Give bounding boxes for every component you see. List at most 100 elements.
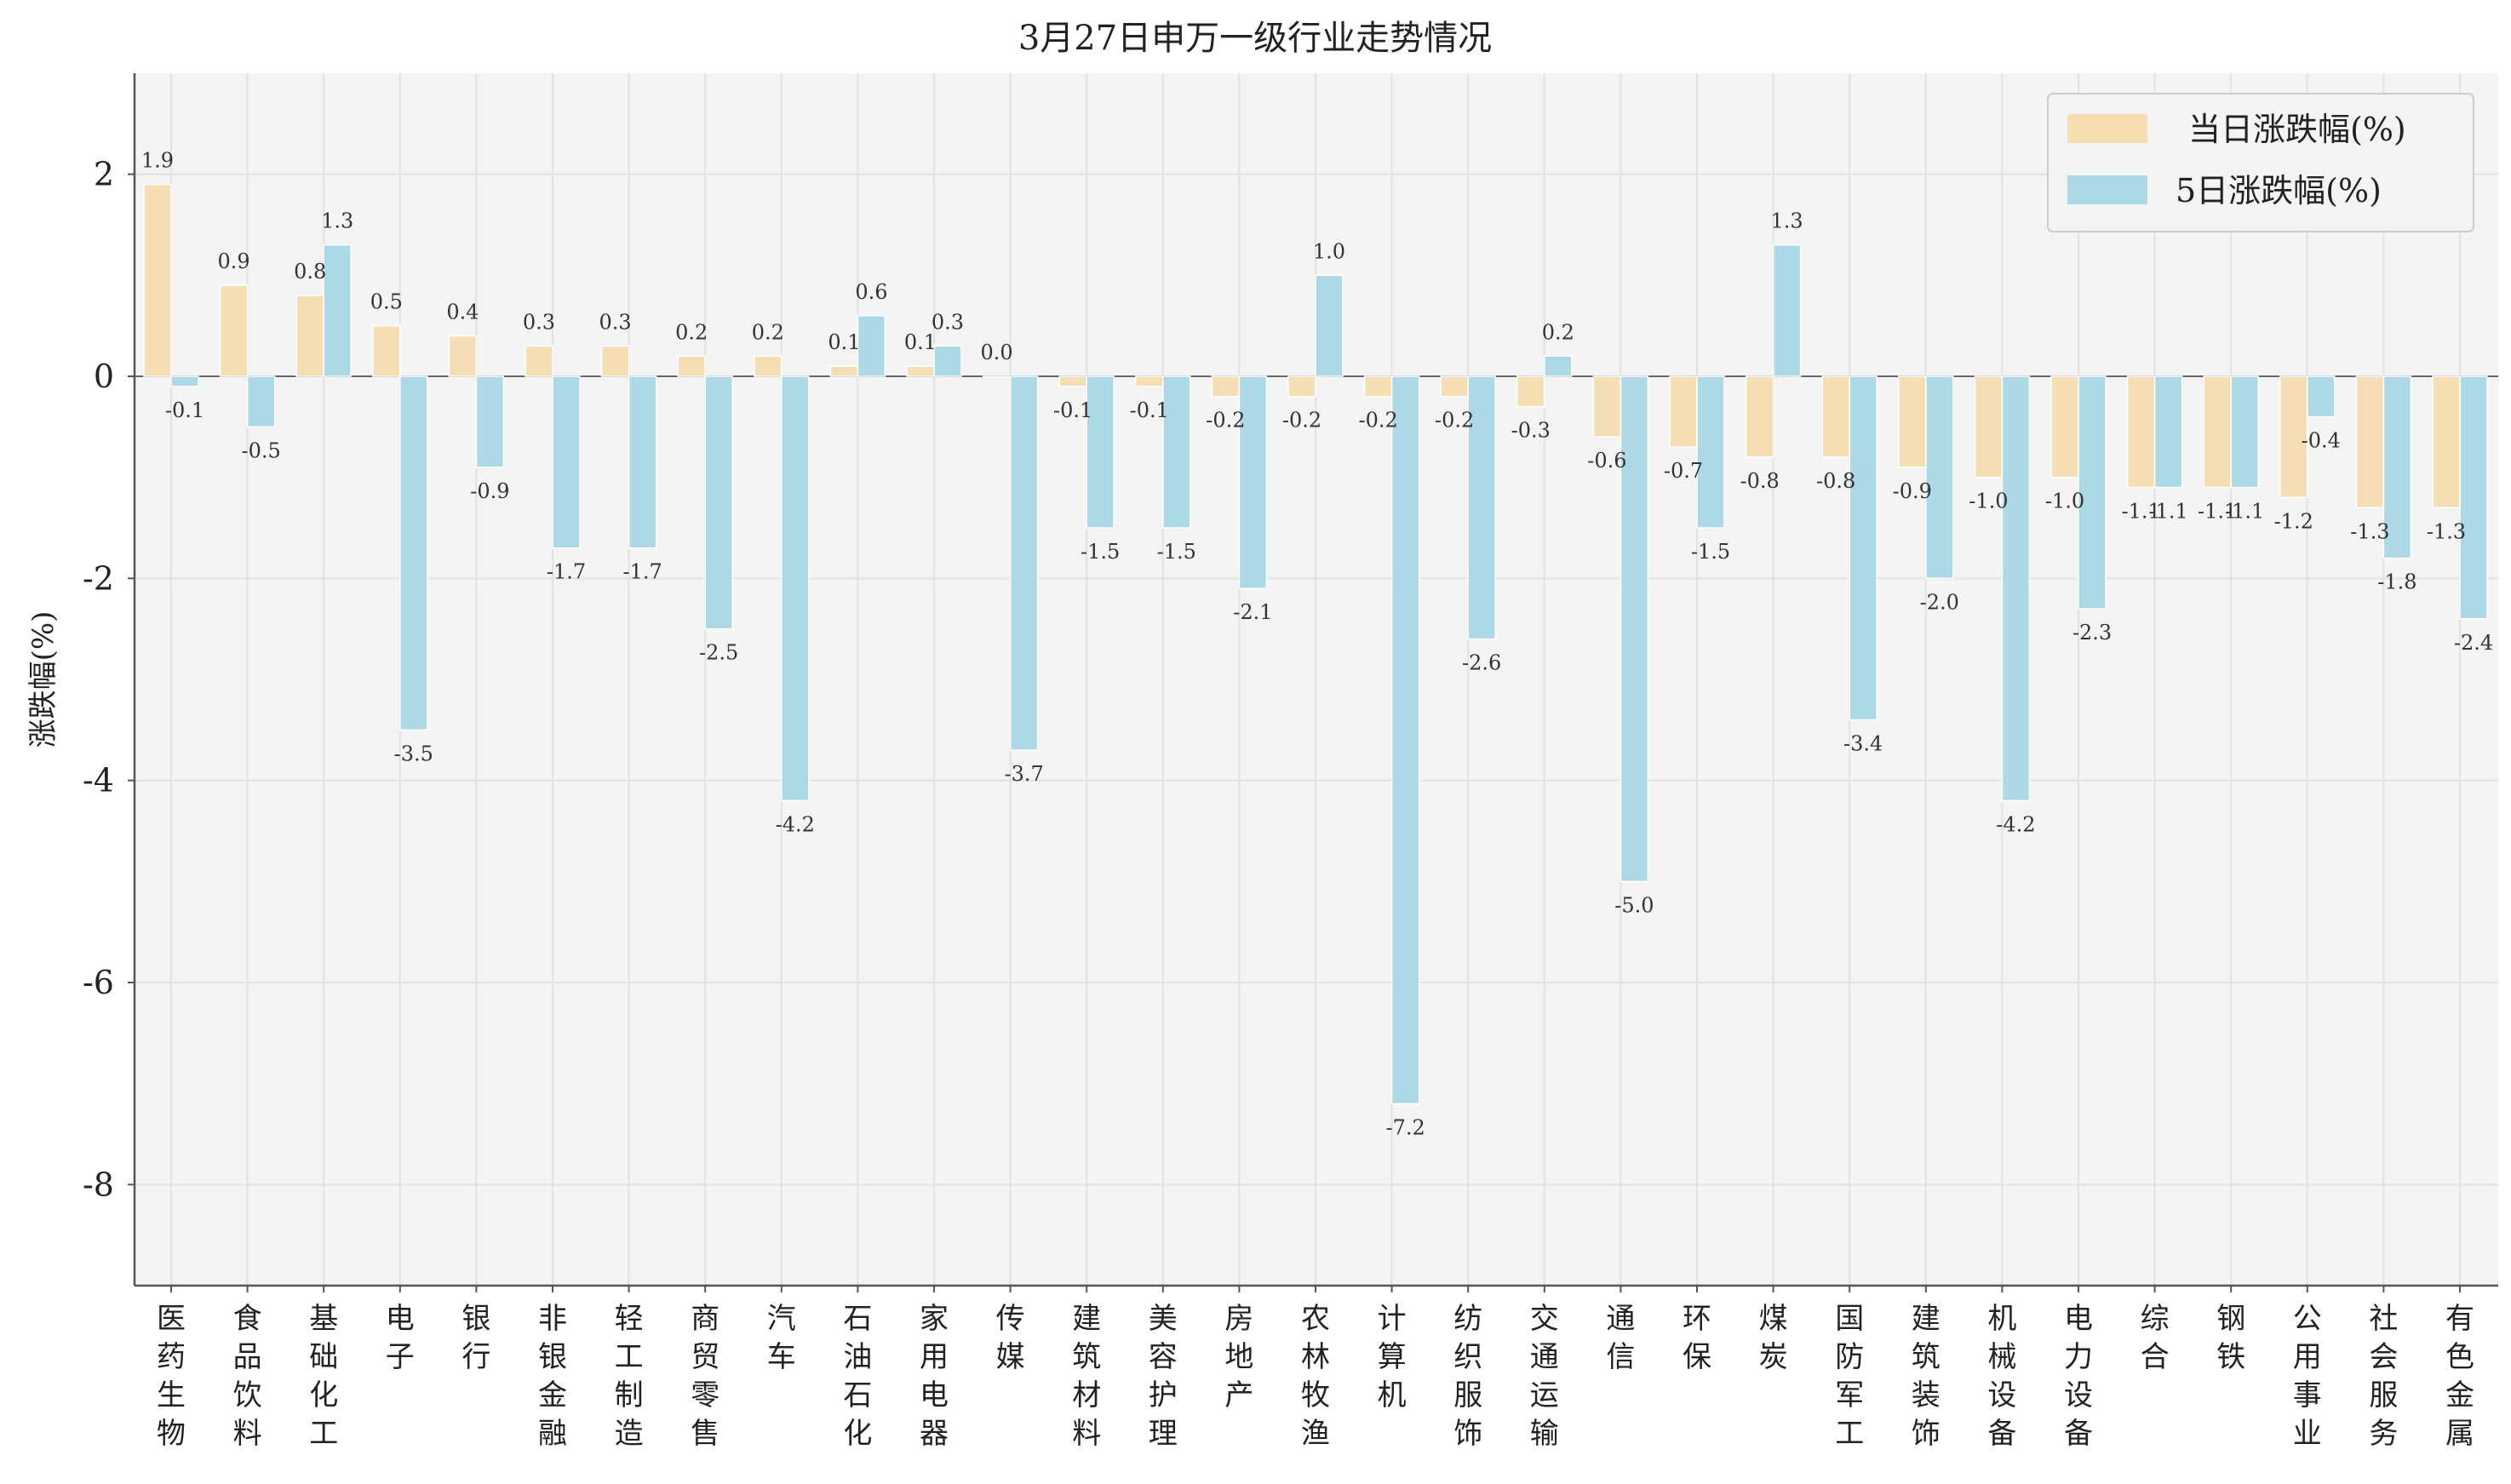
- y-tick-label: -2: [83, 559, 114, 597]
- legend-swatch-5day: [2067, 175, 2147, 204]
- data-label: -0.9: [470, 479, 509, 503]
- bar-5day: [1849, 375, 1878, 721]
- bar-5day: [323, 244, 352, 377]
- bar-5day: [475, 375, 505, 468]
- data-label: 0.3: [932, 310, 964, 334]
- bar-daily: [1898, 375, 1927, 468]
- x-tick-label: 电子: [386, 1302, 415, 1374]
- data-label: 0.3: [523, 310, 555, 334]
- data-label: -1.3: [2427, 519, 2466, 543]
- bar-5day: [857, 315, 886, 377]
- data-label: -1.5: [1157, 540, 1196, 564]
- bar-5day: [2078, 375, 2107, 610]
- bar-daily: [1745, 375, 1774, 458]
- data-label: 1.0: [1313, 239, 1345, 263]
- data-label: -2.3: [2072, 621, 2112, 645]
- bar-daily: [1592, 375, 1622, 438]
- x-tick-label: 环保: [1683, 1302, 1711, 1374]
- data-label: 0.1: [904, 330, 937, 354]
- data-label: -0.2: [1282, 409, 1321, 433]
- bar-daily: [219, 284, 249, 377]
- data-label: -1.7: [622, 560, 662, 584]
- bar-daily: [2355, 375, 2385, 509]
- bar-5day: [2230, 375, 2259, 489]
- bar-5day: [2382, 375, 2412, 559]
- bars-group: [143, 183, 2488, 1105]
- y-tick-label: 2: [94, 156, 114, 193]
- data-label: -0.3: [1511, 419, 1551, 443]
- data-label: -1.0: [2045, 490, 2084, 513]
- data-label: -1.7: [547, 560, 586, 584]
- data-label: -1.1: [2225, 500, 2264, 524]
- data-label: -1.8: [2377, 570, 2416, 594]
- bar-daily: [754, 355, 783, 377]
- data-label: -0.4: [2302, 428, 2341, 452]
- data-label: -5.0: [1614, 893, 1654, 917]
- x-tick-label: 非银金融: [538, 1302, 567, 1451]
- data-label: -1.3: [2350, 519, 2389, 543]
- data-label: 0.8: [294, 260, 326, 284]
- bar-5day: [1086, 375, 1115, 529]
- data-label: -2.4: [2454, 631, 2493, 655]
- data-label: -4.2: [1996, 812, 2035, 836]
- x-tick-label: 银行: [461, 1302, 490, 1374]
- data-label: 0.2: [1542, 320, 1574, 344]
- bar-daily: [906, 365, 935, 377]
- data-label: -7.2: [1385, 1115, 1425, 1139]
- bar-5day: [1315, 274, 1344, 377]
- data-label: 0.3: [599, 310, 632, 334]
- data-label: 1.3: [321, 209, 353, 233]
- data-label: -0.7: [1664, 459, 1703, 483]
- bar-5day: [933, 345, 962, 377]
- bar-5day: [1390, 375, 1420, 1105]
- data-labels-group: 1.9 0.9 0.8 0.5 0.4 0.3 0.3 0.2 0.2 0.1 0.1 0.0 -0.1…: [141, 149, 2493, 1140]
- bar-daily: [1440, 375, 1469, 398]
- x-tick-label: 电力设备: [2064, 1302, 2093, 1451]
- bar-5day: [2459, 375, 2488, 620]
- bar-5day: [1925, 375, 1954, 580]
- data-label: -0.6: [1587, 449, 1626, 473]
- bar-daily: [2279, 375, 2308, 499]
- bar-5day: [170, 375, 199, 387]
- bar-daily: [448, 335, 478, 377]
- bar-5day: [246, 375, 276, 428]
- x-tick-label: 医药生物: [157, 1302, 186, 1451]
- x-tick-label: 国防军工: [1835, 1302, 1864, 1451]
- x-tick-label: 钢铁: [2216, 1302, 2245, 1374]
- bar-5day: [1467, 375, 1496, 640]
- data-label: -0.8: [1740, 469, 1779, 493]
- data-label: -1.1: [2121, 500, 2160, 524]
- bar-daily: [1211, 375, 1241, 398]
- bar-5day: [781, 375, 810, 802]
- bar-daily: [2432, 375, 2461, 509]
- legend-swatch-daily: [2067, 114, 2147, 143]
- data-label: 0.2: [675, 320, 708, 344]
- bar-5day: [1009, 375, 1039, 751]
- bar-daily: [1669, 375, 1698, 448]
- data-label: -0.2: [1435, 409, 1474, 433]
- bar-daily: [1516, 375, 1545, 408]
- data-label: 0.1: [828, 330, 860, 354]
- data-label: -0.9: [1893, 479, 1932, 503]
- bar-5day: [1238, 375, 1268, 589]
- bar-daily: [295, 295, 324, 377]
- chart-title: 3月27日申万一级行业走势情况: [1018, 19, 1492, 58]
- x-tick-label: 有色金属: [2445, 1302, 2474, 1451]
- bar-daily: [2126, 375, 2156, 489]
- x-tick-label: 基础化工: [309, 1302, 338, 1451]
- x-tick-label: 公用事业: [2293, 1302, 2322, 1451]
- data-label: 0.2: [752, 320, 784, 344]
- bar-daily: [372, 324, 401, 377]
- x-tick-label: 美容护理: [1149, 1302, 1178, 1451]
- data-label: -1.1: [2148, 500, 2187, 524]
- data-label: -2.0: [1920, 590, 1959, 614]
- bar-daily: [1287, 375, 1316, 398]
- bar-daily: [2050, 375, 2079, 478]
- data-label: -3.7: [1004, 762, 1043, 786]
- x-tick-label: 社会服务: [2369, 1302, 2398, 1451]
- x-tick-label: 农林牧渔: [1301, 1302, 1330, 1451]
- x-tick-label: 食品饮料: [233, 1302, 262, 1451]
- x-tick-label: 轻工制造: [615, 1302, 644, 1451]
- bar-daily: [2203, 375, 2232, 489]
